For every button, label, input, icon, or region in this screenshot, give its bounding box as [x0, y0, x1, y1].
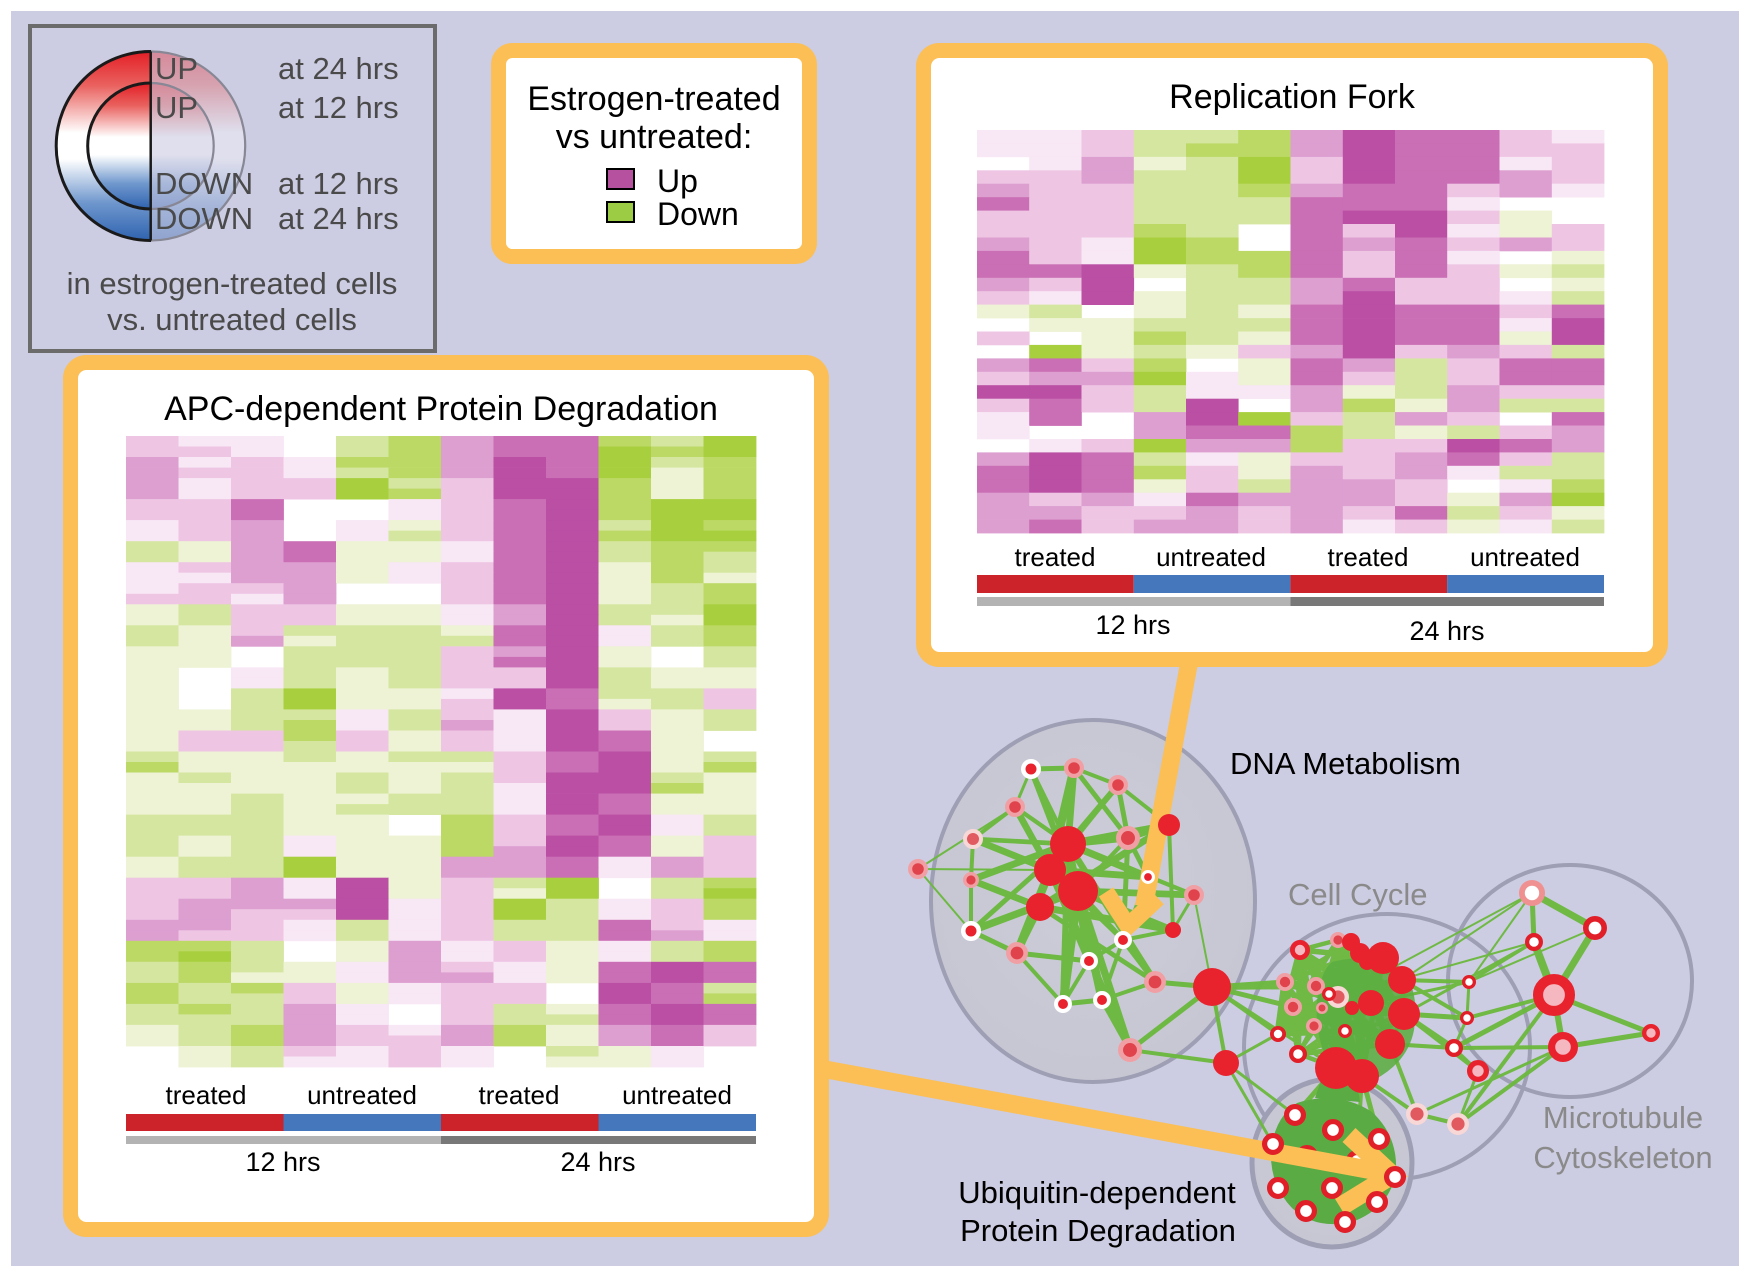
svg-text:untreated: untreated [307, 1080, 417, 1110]
svg-text:treated: treated [1328, 542, 1409, 572]
svg-text:UP: UP [155, 51, 198, 86]
svg-text:DOWN: DOWN [155, 201, 253, 236]
svg-text:untreated: untreated [622, 1080, 732, 1110]
svg-text:UP: UP [155, 90, 198, 125]
svg-text:at 24 hrs: at 24 hrs [278, 201, 399, 236]
svg-text:Cytoskeleton: Cytoskeleton [1533, 1140, 1712, 1175]
svg-text:APC-dependent Protein Degradat: APC-dependent Protein Degradation [164, 390, 718, 428]
svg-text:at 12 hrs: at 12 hrs [278, 90, 399, 125]
svg-text:vs untreated:: vs untreated: [556, 118, 753, 156]
svg-text:Down: Down [657, 196, 739, 232]
svg-text:Protein Degradation: Protein Degradation [960, 1213, 1236, 1248]
svg-text:Replication Fork: Replication Fork [1169, 78, 1416, 116]
svg-text:12 hrs: 12 hrs [1095, 610, 1170, 640]
svg-text:Up: Up [657, 163, 698, 199]
svg-text:Cell Cycle: Cell Cycle [1288, 877, 1428, 912]
svg-text:treated: treated [479, 1080, 560, 1110]
svg-text:Ubiquitin-dependent: Ubiquitin-dependent [958, 1175, 1236, 1210]
svg-text:Microtubule: Microtubule [1543, 1100, 1703, 1135]
svg-text:24 hrs: 24 hrs [1409, 616, 1484, 646]
svg-text:treated: treated [1015, 542, 1096, 572]
svg-text:at 24 hrs: at 24 hrs [278, 51, 399, 86]
svg-text:untreated: untreated [1470, 542, 1580, 572]
svg-text:DOWN: DOWN [155, 166, 253, 201]
svg-text:12 hrs: 12 hrs [245, 1147, 320, 1177]
svg-text:untreated: untreated [1156, 542, 1266, 572]
svg-text:Estrogen-treated: Estrogen-treated [527, 80, 780, 118]
svg-text:at 12 hrs: at 12 hrs [278, 166, 399, 201]
svg-text:24 hrs: 24 hrs [560, 1147, 635, 1177]
svg-text:vs. untreated cells: vs. untreated cells [107, 302, 357, 337]
svg-text:DNA Metabolism: DNA Metabolism [1230, 746, 1461, 781]
svg-text:in estrogen-treated cells: in estrogen-treated cells [67, 266, 398, 301]
svg-text:treated: treated [166, 1080, 247, 1110]
